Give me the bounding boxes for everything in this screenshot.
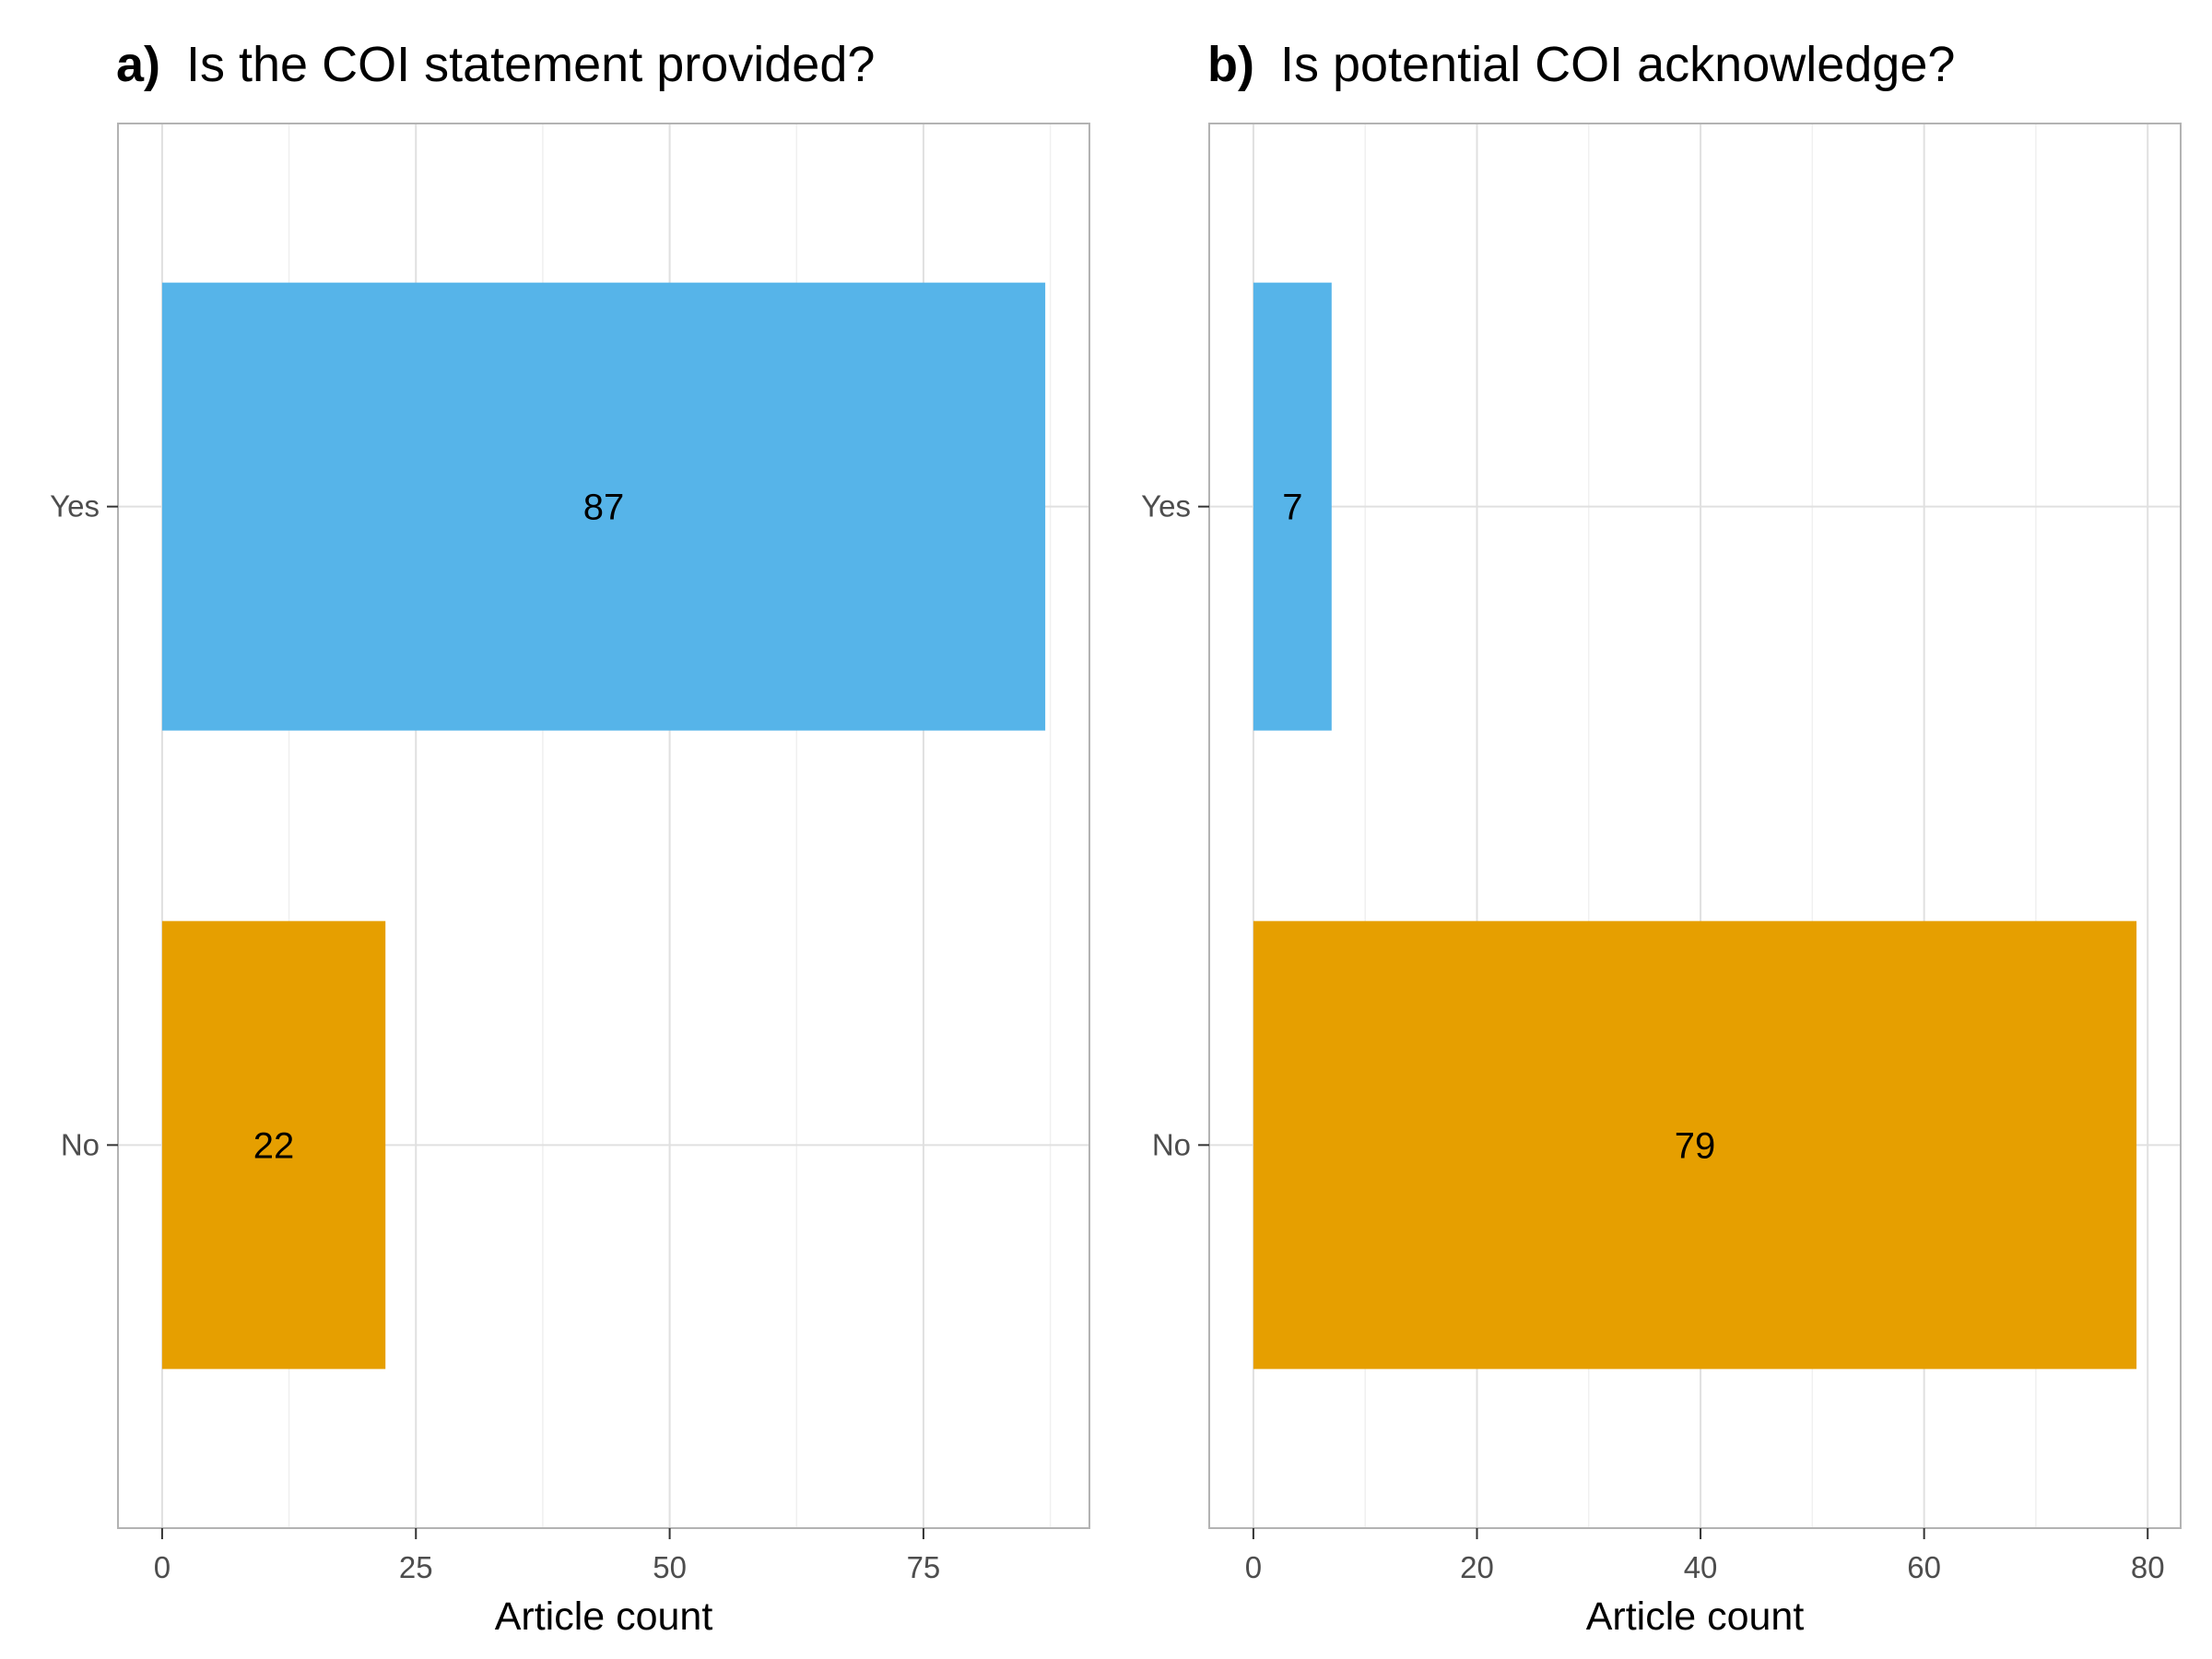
x-axis-title: Article count xyxy=(495,1594,713,1639)
y-tick-label-no: No xyxy=(61,1127,100,1161)
bar-yes xyxy=(161,282,1046,731)
x-tick-label: 25 xyxy=(399,1550,433,1584)
panel-title-text: Is the COI statement provided? xyxy=(186,37,875,92)
panel-border xyxy=(117,123,1090,1529)
chart-panel-b: 7 79 Yes No 0 20 40 60 80 Article count b) Is poten… xyxy=(1141,37,2182,1639)
x-tick-label: 0 xyxy=(1245,1550,1262,1584)
x-tick-label: 75 xyxy=(907,1550,941,1584)
bar-no xyxy=(1253,921,2137,1370)
data-label-no: 79 xyxy=(1675,1125,1716,1166)
y-tick-label-yes: Yes xyxy=(1141,489,1191,524)
panel-tag: b) xyxy=(1207,37,1254,92)
x-tick-label: 20 xyxy=(1460,1550,1494,1584)
panel-title: a) Is the COI statement provided? xyxy=(116,37,875,92)
y-tick-label-yes: Yes xyxy=(50,489,100,524)
data-label-yes: 7 xyxy=(1282,488,1302,528)
x-tick-label: 80 xyxy=(2131,1550,2165,1584)
x-axis-title: Article count xyxy=(1586,1594,1805,1639)
bar-no xyxy=(161,921,386,1370)
x-tick-label: 60 xyxy=(1907,1550,1941,1584)
panel-title-text: Is potential COI acknowledge? xyxy=(1280,37,1955,92)
y-tick-label-no: No xyxy=(1152,1127,1191,1161)
chart-panel-a: 87 22 Yes No 0 25 50 75 Article count a) Is the CO… xyxy=(50,37,1090,1639)
panel-border xyxy=(1208,123,2182,1529)
x-tick-label: 0 xyxy=(154,1550,171,1584)
panel-title: b) Is potential COI acknowledge? xyxy=(1207,37,1955,92)
x-tick-label: 40 xyxy=(1684,1550,1718,1584)
bar-yes xyxy=(1253,282,1332,731)
x-tick-label: 50 xyxy=(653,1550,687,1584)
data-label-no: 22 xyxy=(253,1125,295,1166)
data-label-yes: 87 xyxy=(583,488,625,528)
panel-tag: a) xyxy=(116,37,160,92)
